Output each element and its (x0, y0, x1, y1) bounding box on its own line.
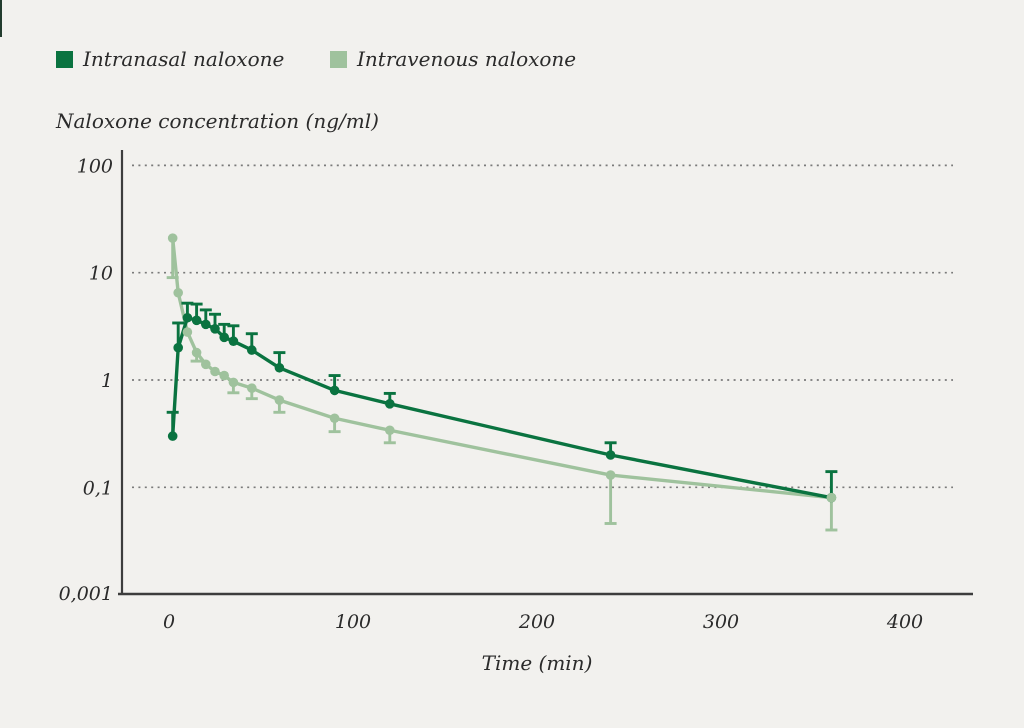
intranasal-swatch-icon (56, 50, 73, 68)
data-point-intranasal (605, 450, 616, 460)
data-point-intravenous (826, 492, 837, 503)
legend-item-intranasal: Intranasal naloxone (56, 47, 284, 71)
data-point-intranasal (329, 385, 340, 396)
data-point-intravenous (191, 347, 202, 358)
data-point-intranasal (274, 362, 285, 373)
y-tick-label: 1 (101, 370, 113, 392)
data-point-intranasal (191, 315, 202, 326)
data-point-intranasal (210, 324, 220, 334)
y-axis-title: Naloxone concentration (ng/ml) (56, 109, 379, 133)
data-point-intranasal (201, 319, 211, 330)
data-point-intranasal (219, 332, 229, 343)
y-tick-label: 0,001 (59, 583, 113, 605)
data-point-intravenous (329, 413, 340, 424)
series-line-intravenous (170, 236, 834, 500)
data-point-intravenous (182, 327, 193, 337)
x-axis-title: Time (min) (481, 651, 593, 675)
y-tick-label: 0,1 (83, 477, 113, 499)
data-point-intranasal (228, 336, 239, 346)
x-tick-label: 100 (335, 611, 371, 633)
x-tick-label: 400 (886, 611, 923, 633)
x-tick-label: 200 (518, 611, 555, 633)
data-point-intravenous (210, 366, 220, 377)
data-point-intranasal (173, 342, 183, 353)
data-point-intranasal (167, 431, 178, 441)
series-line-intranasal (170, 316, 834, 500)
data-point-intranasal (385, 399, 395, 409)
data-point-intravenous (228, 377, 239, 388)
data-point-intranasal (182, 312, 193, 323)
legend-label-intranasal: Intranasal naloxone (83, 47, 285, 71)
data-point-intravenous (201, 359, 211, 370)
x-tick-label: 300 (703, 611, 739, 633)
data-point-intravenous (173, 287, 183, 298)
data-point-intranasal (247, 345, 257, 355)
intravenous-swatch-icon (330, 50, 347, 68)
data-point-intravenous (385, 425, 395, 436)
data-point-intravenous (605, 470, 616, 480)
y-tick-label: 100 (77, 155, 113, 177)
x-tick-label: 0 (163, 611, 175, 633)
legend-label-intravenous: Intravenous naloxone (357, 47, 577, 71)
data-point-intravenous (167, 233, 178, 243)
page-edge-accent (0, 0, 2, 37)
data-point-intravenous (247, 383, 257, 393)
data-point-intravenous (219, 370, 229, 381)
data-point-intravenous (274, 395, 285, 405)
y-tick-label: 10 (89, 263, 113, 285)
legend-item-intravenous: Intravenous naloxone (330, 47, 576, 71)
